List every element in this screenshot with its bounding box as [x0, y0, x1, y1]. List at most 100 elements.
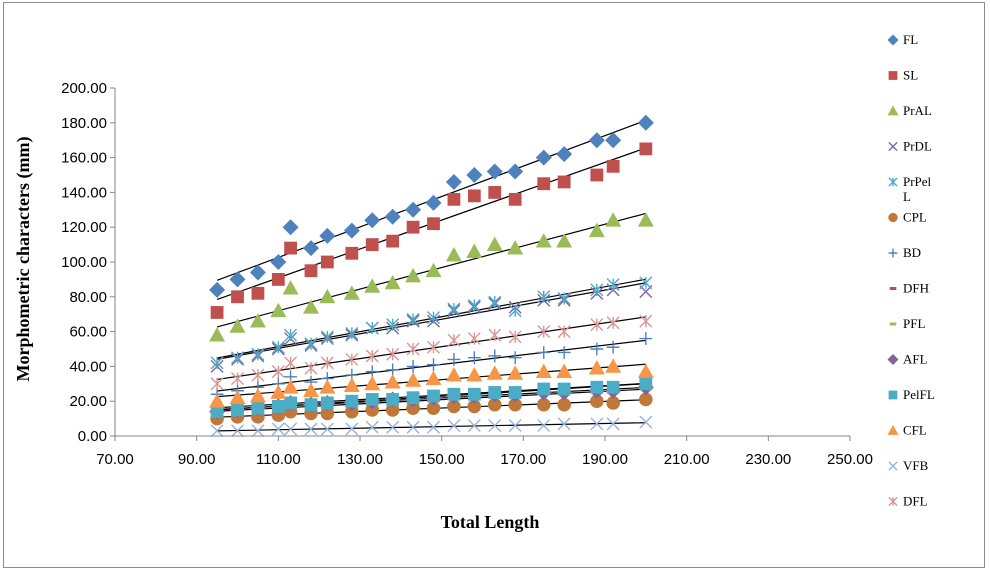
data-point-fl [535, 149, 552, 166]
data-point-fl [343, 222, 360, 239]
data-point-pral [605, 212, 622, 227]
data-point-cfl [384, 374, 401, 389]
legend-item-vfb: VFB [888, 458, 929, 473]
trendline-vfb [217, 422, 646, 432]
data-point-pral [384, 274, 401, 290]
data-point-fl [466, 167, 483, 183]
data-point-pral [303, 299, 319, 314]
data-point-sl [537, 177, 551, 191]
series-prpell [210, 276, 653, 370]
data-point-vfb [231, 424, 244, 438]
data-point-cfl [445, 367, 462, 382]
x-tick-label: 110.00 [256, 451, 301, 468]
data-point-fl [249, 264, 266, 281]
data-point-cpl [467, 399, 482, 414]
data-point-dfl [231, 372, 244, 386]
data-point-bd [427, 358, 440, 372]
trendline-prdl [216, 282, 646, 360]
data-point-pral [282, 280, 299, 295]
data-point-cfl [282, 379, 299, 394]
data-point-sl [508, 192, 522, 206]
data-point-bd [447, 353, 461, 366]
data-point-dfl [508, 330, 522, 344]
data-point-cfl [556, 363, 573, 379]
data-point-dfl [284, 356, 298, 370]
legend-item-pelfl: PelFL [888, 387, 935, 402]
data-point-cfl [270, 384, 287, 399]
data-point-sl [467, 189, 481, 203]
legend-label-dfl: DFL [903, 494, 928, 509]
x-tick-label: 150.00 [419, 451, 465, 468]
data-point-bd [537, 346, 551, 359]
data-point-fl [364, 212, 381, 229]
data-point-pral [405, 267, 422, 283]
data-point-cpl [606, 396, 620, 410]
legend-label-vfb: VFB [903, 458, 929, 473]
data-point-dfl [365, 349, 379, 363]
data-point-cfl [249, 387, 266, 403]
legend-item-fl: FL [887, 32, 918, 47]
y-tick-label: 180.00 [61, 115, 107, 132]
series-prdl [210, 283, 653, 373]
data-point-dfl [447, 333, 461, 347]
data-point-cfl [229, 389, 246, 405]
data-point-sl [365, 238, 379, 251]
legend-label-bd: BD [903, 245, 921, 260]
data-point-prpell [537, 290, 551, 304]
data-point-sl [231, 290, 244, 304]
legend-marker-fl [887, 34, 899, 46]
data-point-pral [637, 212, 654, 227]
x-tick-label: 90.00 [178, 451, 216, 468]
data-point-sl [406, 220, 420, 234]
data-point-bd [508, 351, 522, 365]
x-tick-label: 130.00 [337, 451, 383, 468]
data-point-pelfl [386, 393, 400, 406]
data-point-pral [343, 285, 360, 300]
data-point-pral [556, 233, 573, 248]
data-point-sl [345, 246, 359, 260]
data-point-cfl [405, 372, 422, 387]
data-point-bd [590, 342, 604, 356]
data-point-sl [320, 255, 334, 269]
data-point-cpl [385, 403, 400, 417]
data-point-cfl [637, 363, 654, 379]
data-point-pelfl [345, 394, 359, 408]
data-point-fl [486, 163, 503, 180]
data-point-prpell [210, 356, 224, 370]
data-point-fl [405, 201, 422, 218]
data-point-vfb [210, 424, 224, 438]
legend: FL SL PrAL PrDL PrPel L CPL BD DFH PFL AFL PelFL CFL… [887, 32, 935, 509]
y-axis-title: Morphometric characters (mm) [13, 137, 34, 382]
data-point-fl [319, 227, 336, 244]
data-point-vfb [406, 420, 420, 434]
series-sl [210, 142, 653, 319]
legend-label-cpl: CPL [903, 210, 927, 225]
legend-item-dfh: DFH [889, 281, 929, 296]
data-point-bd [639, 332, 653, 345]
data-point-pelfl [557, 382, 571, 396]
series-fl [209, 114, 654, 298]
legend-item-cpl: CPL [888, 210, 927, 225]
x-tick-label: 210.00 [664, 451, 710, 468]
y-tick-label: 120.00 [61, 219, 107, 236]
legend-marker-cpl [888, 212, 898, 223]
data-point-prpell [304, 337, 318, 351]
data-point-dfl [271, 365, 285, 379]
data-point-dfl [251, 368, 265, 382]
data-point-pelfl [251, 401, 265, 415]
data-point-pelfl [284, 396, 297, 410]
data-point-cpl [590, 394, 604, 409]
data-point-sl [271, 273, 285, 286]
data-point-pelfl [427, 389, 440, 403]
legend-marker-pelfl [888, 390, 898, 400]
legend-item-pfl: PFL [889, 316, 925, 331]
x-tick-label: 190.00 [582, 451, 628, 468]
data-point-vfb [386, 420, 400, 434]
data-point-vfb [304, 422, 318, 436]
data-point-pral [209, 327, 226, 342]
data-point-fl [384, 208, 401, 225]
data-point-cpl [447, 399, 461, 414]
data-point-cfl [466, 367, 483, 382]
legend-label-prdl: PrDL [903, 139, 932, 154]
